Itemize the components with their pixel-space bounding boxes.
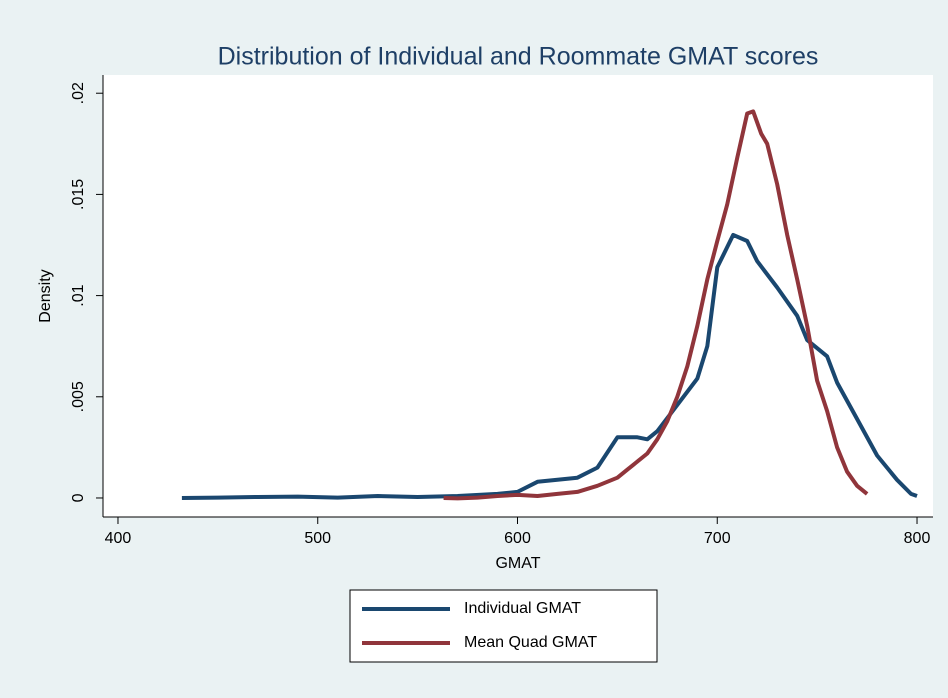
series-line	[181, 232, 918, 500]
x-tick-label: 600	[504, 530, 531, 547]
x-tick-label: 700	[704, 530, 731, 547]
x-tick-label: 800	[904, 530, 931, 547]
legend-label: Mean Quad GMAT	[464, 634, 597, 651]
y-tick-label: .01	[70, 284, 87, 306]
x-tick-label: 400	[105, 530, 132, 547]
legend	[349, 589, 658, 663]
plot-area	[103, 75, 933, 517]
y-tick-label: .015	[70, 179, 87, 210]
legend-label: Individual GMAT	[464, 600, 581, 617]
x-tick-label: 500	[304, 530, 331, 547]
x-axis-title: GMAT	[495, 555, 540, 572]
series-line	[443, 109, 869, 501]
y-tick-label: .005	[70, 381, 87, 412]
y-axis-title: Density	[37, 269, 54, 322]
chart-title: Distribution of Individual and Roommate …	[218, 43, 819, 71]
y-tick-label: .02	[70, 82, 87, 104]
y-tick-label: 0	[70, 493, 87, 502]
